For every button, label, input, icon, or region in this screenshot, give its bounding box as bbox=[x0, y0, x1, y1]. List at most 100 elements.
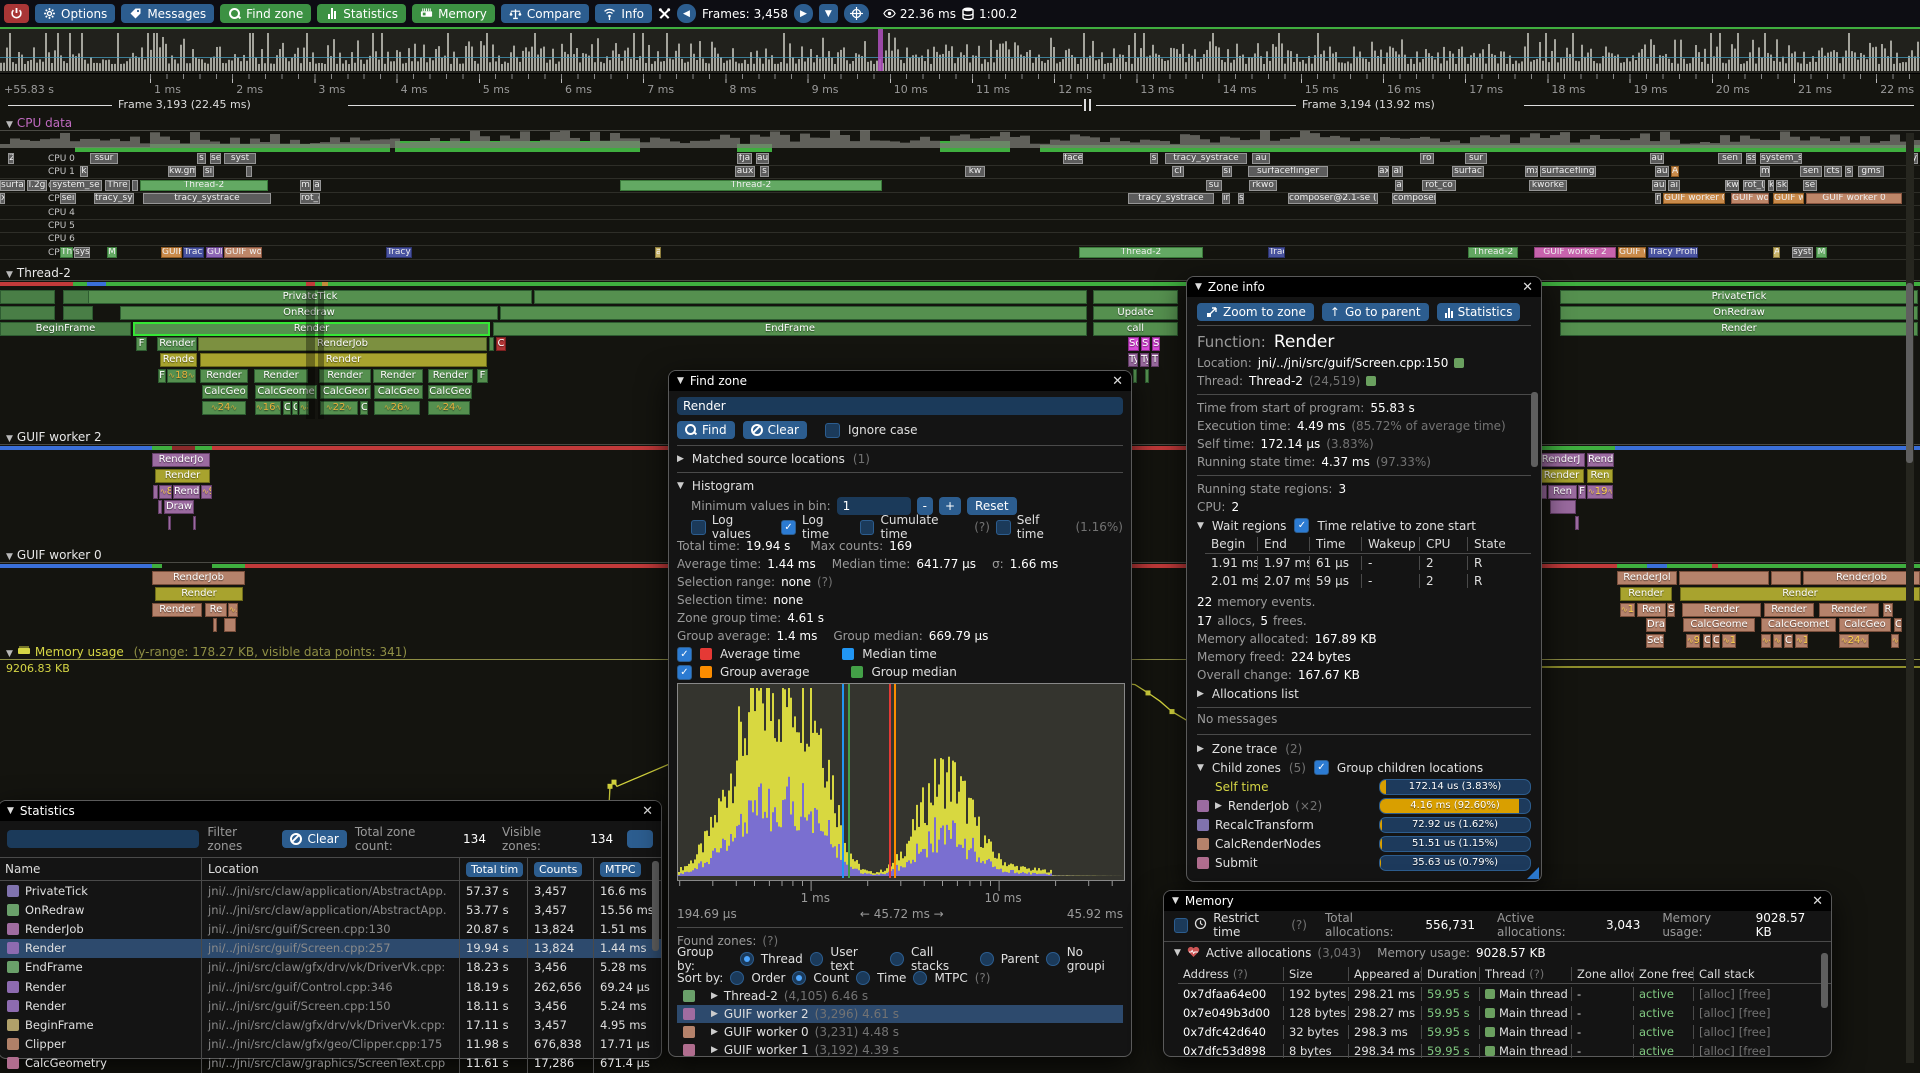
callstack-free-link[interactable]: [free] bbox=[1739, 1006, 1771, 1020]
cpu-zone[interactable]: a bbox=[1395, 180, 1403, 191]
cpu-zone[interactable]: kw bbox=[1725, 180, 1739, 191]
close-icon[interactable]: ✕ bbox=[1112, 374, 1123, 389]
zone[interactable]: F bbox=[1578, 485, 1586, 499]
cpu-zone[interactable]: GUIF bbox=[161, 247, 182, 258]
col-total-time[interactable]: Total tim bbox=[459, 858, 527, 880]
compare-button[interactable]: Compare bbox=[501, 4, 589, 23]
cpu-zone[interactable]: fja bbox=[737, 153, 752, 164]
frame-3193-label[interactable]: Frame 3,193 (22.45 ms) bbox=[118, 98, 251, 111]
frame-labels-row[interactable]: Frame 3,193 (22.45 ms)Frame 3,194 (13.92… bbox=[0, 97, 1920, 113]
zone[interactable] bbox=[1575, 516, 1579, 530]
zone[interactable]: 8 bbox=[159, 485, 172, 499]
zone[interactable] bbox=[1679, 571, 1769, 585]
cpu-zone[interactable]: Thread-2 bbox=[140, 180, 268, 191]
find-button[interactable]: Find bbox=[677, 421, 735, 439]
zone[interactable]: PrivateTick bbox=[1560, 290, 1918, 304]
zone[interactable]: Render bbox=[200, 369, 248, 383]
cpu-zone[interactable]: surfaceflinger bbox=[1248, 166, 1328, 177]
zone-info-scrollbar[interactable] bbox=[1531, 392, 1538, 467]
zone[interactable]: Render bbox=[1682, 603, 1761, 617]
cpu-zone[interactable]: Th bbox=[60, 247, 73, 258]
cpu-zone[interactable]: m bbox=[1760, 166, 1770, 177]
zone[interactable]: Render bbox=[373, 369, 423, 383]
zone[interactable]: Rende bbox=[160, 353, 197, 367]
zone[interactable] bbox=[224, 618, 236, 632]
zone[interactable]: BeginFrame bbox=[0, 322, 131, 336]
expand-icon[interactable]: ▶ bbox=[711, 1009, 718, 1019]
zone[interactable]: Ren bbox=[1587, 469, 1613, 483]
cpu-zone[interactable]: si bbox=[1222, 166, 1232, 177]
log-time-checkbox[interactable]: ✓ bbox=[781, 520, 796, 535]
cpu-zone[interactable]: sk bbox=[1776, 180, 1788, 191]
close-icon[interactable]: ✕ bbox=[642, 804, 653, 819]
zone[interactable]: 18 bbox=[167, 369, 196, 383]
zone[interactable]: Ty bbox=[1128, 353, 1138, 367]
memory-scrollbar[interactable] bbox=[1821, 953, 1828, 1008]
cpu-zone[interactable]: cl bbox=[1172, 166, 1184, 177]
zone[interactable] bbox=[213, 618, 217, 632]
zoom-to-zone-button[interactable]: Zoom to zone bbox=[1197, 303, 1314, 321]
zone[interactable]: Rend bbox=[1587, 453, 1614, 467]
cpu-zone[interactable]: surfacefling bbox=[1540, 166, 1596, 177]
cpu-zone[interactable]: GUIF work bbox=[1731, 193, 1769, 204]
zone[interactable]: RenderJob bbox=[152, 571, 245, 585]
cpu-zone[interactable]: x bbox=[0, 193, 5, 204]
statistics-panel-titlebar[interactable]: ▼Statistics✕ bbox=[0, 801, 661, 821]
cpu-zone[interactable]: gms bbox=[1858, 166, 1884, 177]
cpu-zone[interactable]: GUIF w bbox=[1773, 193, 1804, 204]
collapse-icon[interactable]: ▼ bbox=[1197, 521, 1204, 531]
zone[interactable]: Sc bbox=[1128, 337, 1139, 351]
zone[interactable] bbox=[168, 516, 171, 530]
cpu-zone[interactable]: sen bbox=[1718, 153, 1742, 164]
sort-by-radio[interactable] bbox=[792, 971, 806, 985]
section-header-cpu-data[interactable]: ▼CPU data bbox=[0, 116, 1920, 131]
cpu-zone[interactable]: kworke bbox=[1529, 180, 1567, 191]
cpu-zone[interactable] bbox=[246, 166, 252, 177]
zone[interactable]: 24 bbox=[428, 401, 470, 415]
zone[interactable] bbox=[1550, 500, 1576, 514]
cpu-zone[interactable]: s bbox=[1238, 193, 1244, 204]
collapse-triangle-icon[interactable]: ▼ bbox=[6, 120, 13, 130]
statistics-button[interactable]: Statistics bbox=[317, 4, 406, 23]
power-button[interactable] bbox=[4, 4, 29, 23]
expand-icon[interactable]: ▶ bbox=[1215, 801, 1222, 811]
collapse-triangle-icon[interactable]: ▼ bbox=[6, 270, 13, 280]
cpu-zone[interactable]: tracy_systrace bbox=[1165, 153, 1247, 164]
cpu-zone[interactable]: s bbox=[1150, 153, 1158, 164]
zone[interactable]: 26 bbox=[374, 401, 420, 415]
zone[interactable]: 22 bbox=[320, 401, 358, 415]
zone[interactable]: Render bbox=[1764, 603, 1814, 617]
zone[interactable]: 17 bbox=[1620, 603, 1635, 617]
zone[interactable]: CalcGeo bbox=[428, 385, 472, 399]
find-zone-button[interactable]: Find zone bbox=[220, 4, 311, 23]
cpu-zone[interactable]: M bbox=[1816, 247, 1827, 258]
collapse-triangle-icon[interactable]: ▼ bbox=[6, 434, 13, 444]
collapse-triangle-icon[interactable]: ▼ bbox=[1195, 282, 1202, 292]
child-zone-bar[interactable]: 4.16 ms (92.60%) bbox=[1379, 798, 1531, 814]
zone[interactable]: Re bbox=[205, 603, 227, 617]
zone[interactable]: RenderJob bbox=[198, 337, 487, 351]
cpu-zone[interactable]: au bbox=[756, 153, 769, 164]
zone[interactable] bbox=[1093, 290, 1178, 304]
memory-button[interactable]: Memory bbox=[412, 4, 495, 23]
collapse-triangle-icon[interactable]: ▼ bbox=[6, 552, 13, 562]
cpu-zone[interactable]: sen bbox=[1800, 166, 1822, 177]
cpu-zone[interactable]: Thread-2 bbox=[620, 180, 882, 191]
cpu-zone[interactable]: composer@2.1-se (Hw bbox=[1288, 193, 1378, 204]
cpu-zone[interactable]: Tracy ! bbox=[386, 247, 412, 258]
cpu-zone[interactable]: GUIF worker 2 bbox=[1534, 247, 1616, 258]
filter-input[interactable] bbox=[7, 830, 199, 848]
group-by-radio[interactable] bbox=[810, 952, 824, 966]
zone[interactable]: 5 bbox=[228, 603, 238, 617]
cpu-zone[interactable]: ss bbox=[1746, 153, 1756, 164]
cpu-zone[interactable]: GUIF worker 0 bbox=[1806, 193, 1902, 204]
cpu-zone[interactable]: aux bbox=[735, 166, 755, 177]
cpu-zone[interactable]: sei bbox=[60, 193, 76, 204]
cut-button[interactable] bbox=[627, 830, 653, 848]
zone[interactable]: 24 bbox=[202, 401, 246, 415]
